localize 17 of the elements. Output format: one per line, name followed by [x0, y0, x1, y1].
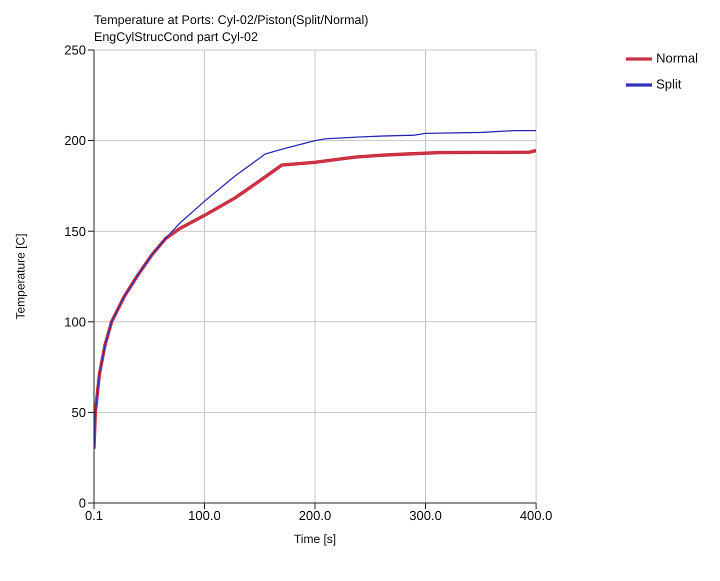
y-tick-label: 150	[64, 224, 86, 239]
x-tick-label: 400.0	[520, 508, 552, 524]
x-tick-label: 100.0	[188, 508, 221, 524]
y-tick-label: 100	[64, 314, 86, 330]
chart-subtitle: EngCylStrucCond part Cyl-02	[94, 29, 259, 46]
y-tick-label: 200	[64, 133, 86, 148]
y-axis-title: Temperature [C]	[13, 233, 28, 320]
chart-title: Temperature at Ports: Cyl-02/Piston(Split/Normal)	[94, 12, 368, 29]
x-axis-title: Time [s]	[294, 532, 336, 546]
legend-label: Normal	[656, 50, 698, 66]
x-tick-label: 0.1	[84, 508, 104, 524]
x-tick-label: 300.0	[409, 508, 442, 524]
y-tick-label: 50	[72, 405, 86, 420]
legend-label: Split	[656, 76, 682, 92]
x-tick-label: 200.0	[298, 508, 332, 524]
y-tick-label: 250	[64, 42, 86, 58]
y-tick-label: 0	[78, 496, 86, 511]
